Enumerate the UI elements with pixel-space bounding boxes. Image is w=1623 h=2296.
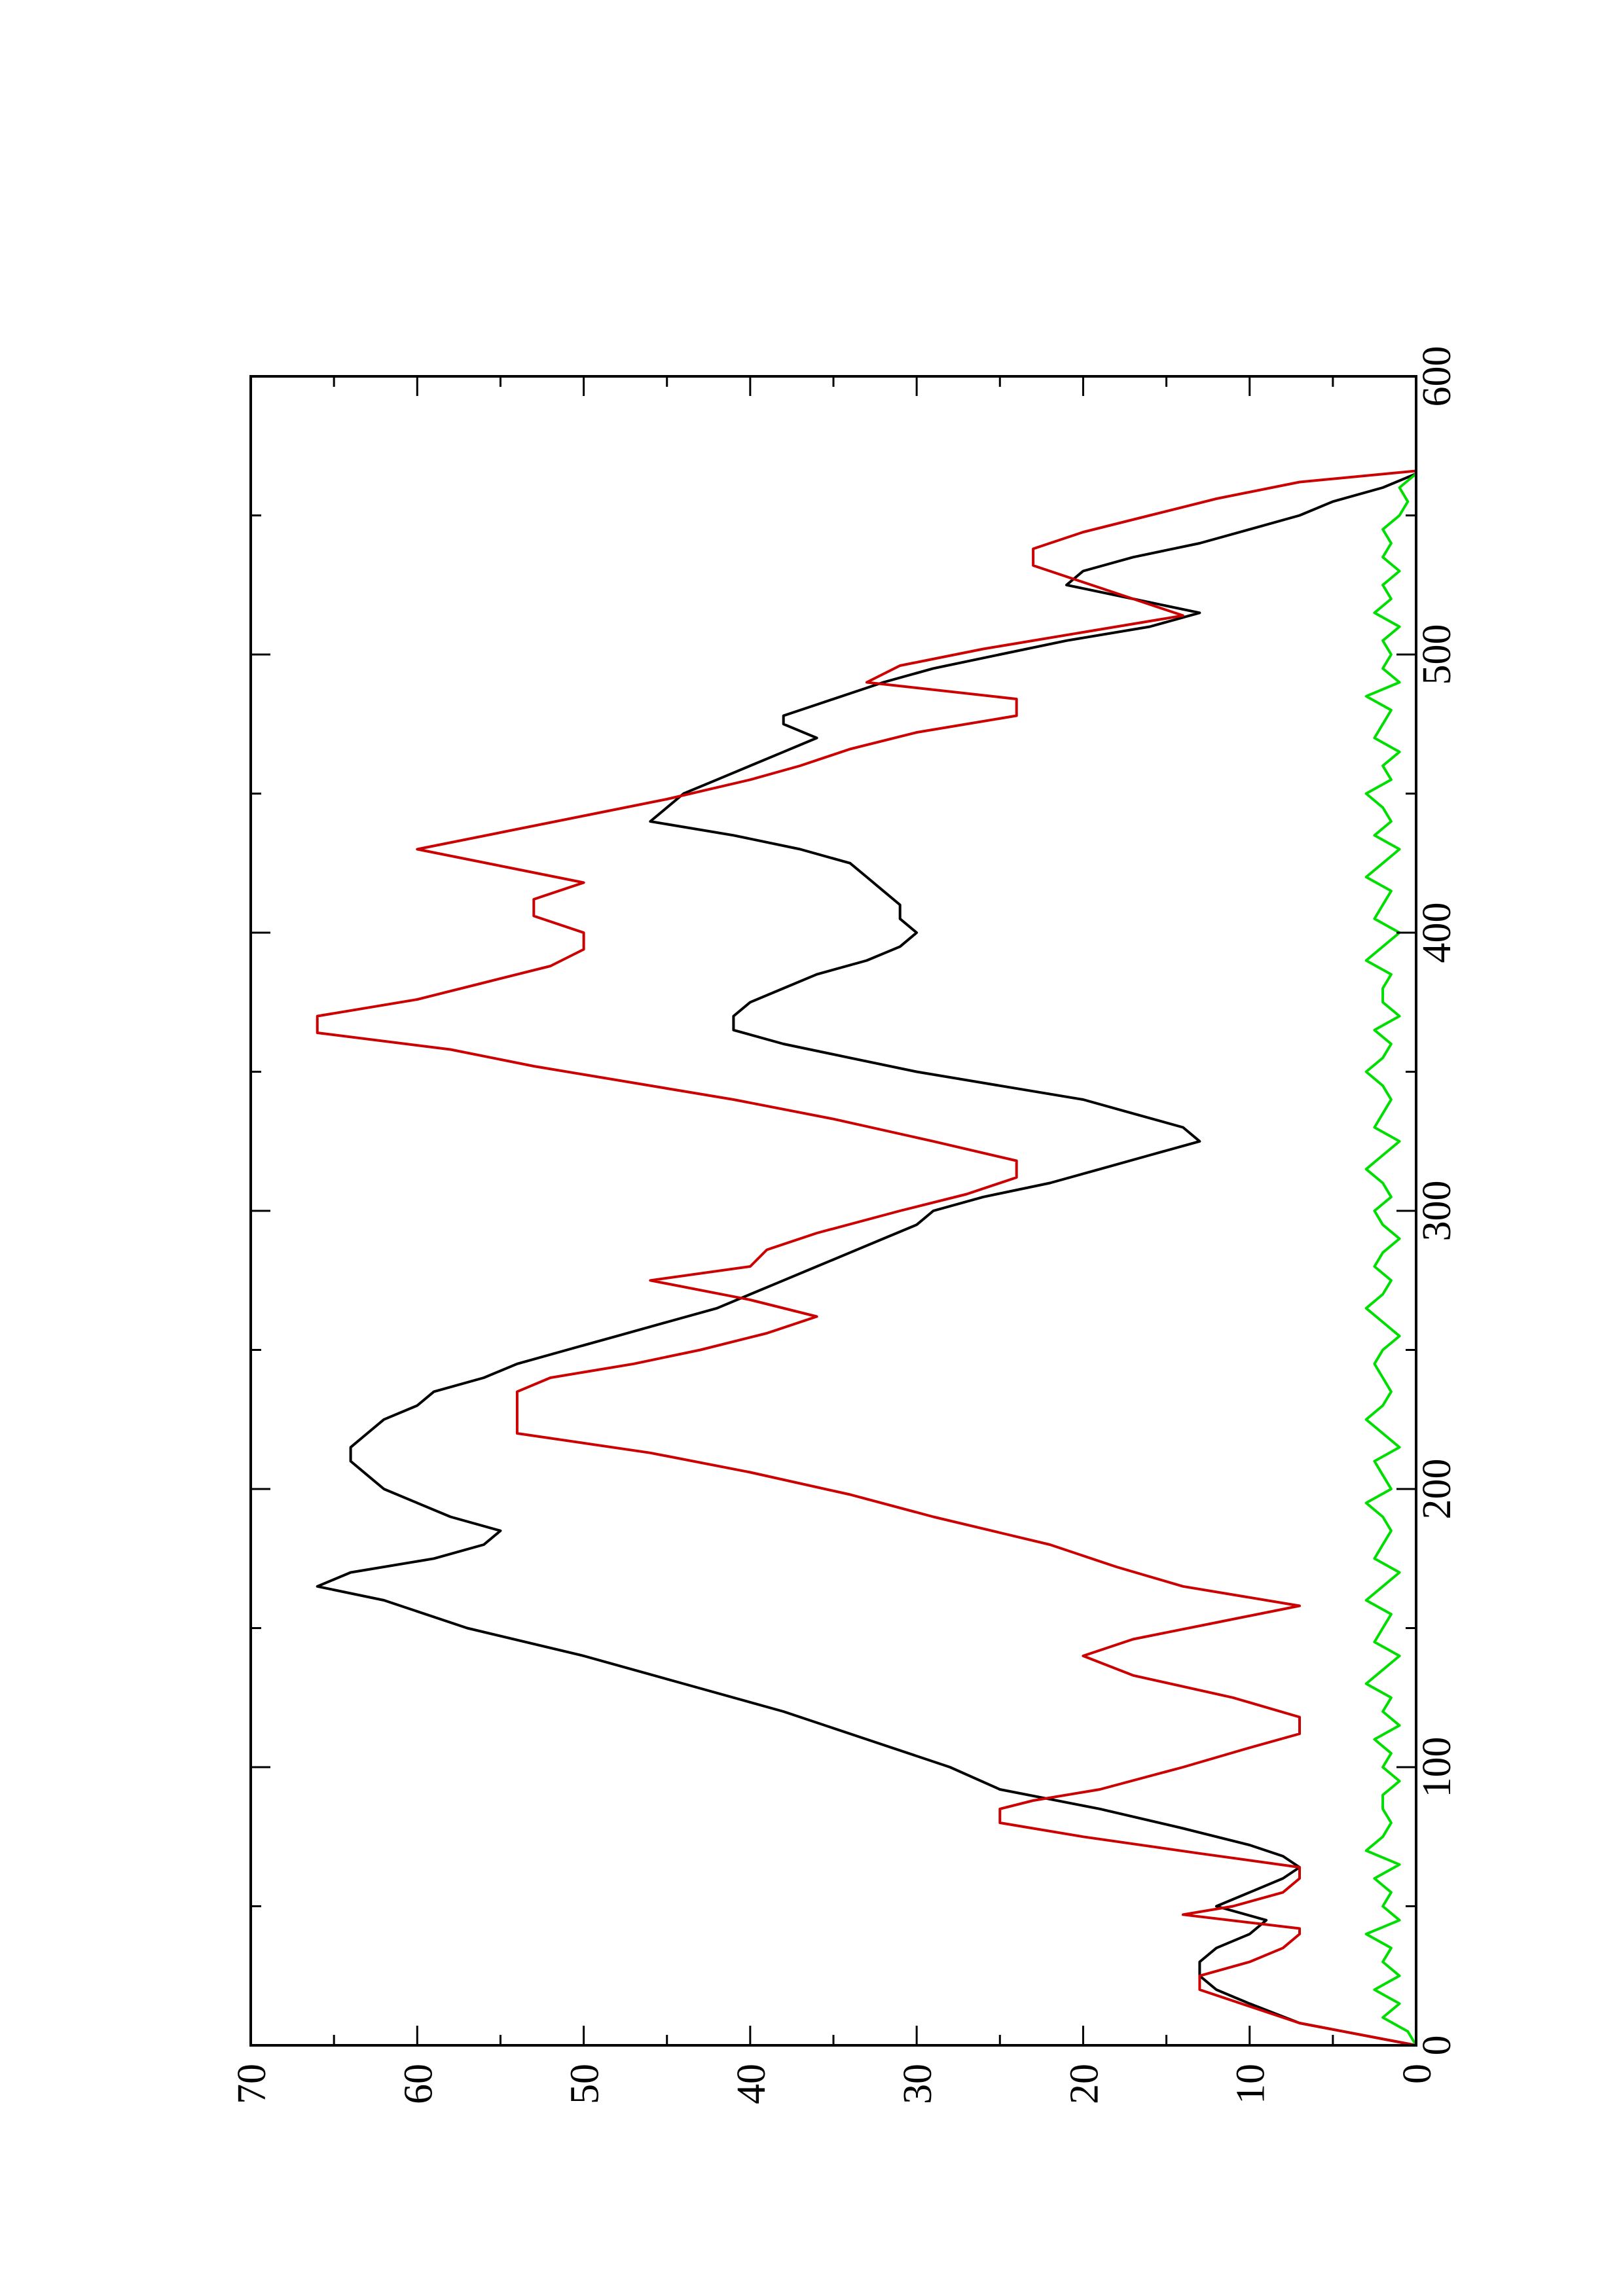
x-tick-label: 600 xyxy=(1415,346,1459,407)
x-tick-label: 200 xyxy=(1415,1459,1459,1520)
y-tick-label: 60 xyxy=(396,2064,441,2104)
series-line-2 xyxy=(316,469,1417,2047)
x-tick-label: 100 xyxy=(1415,1737,1459,1798)
series-line-1 xyxy=(316,472,1417,2047)
x-tick-label: 300 xyxy=(1415,1181,1459,1242)
x-tick-label: 400 xyxy=(1415,903,1459,963)
y-tick-label: 10 xyxy=(1229,2064,1273,2104)
y-tick-label: 30 xyxy=(896,2064,940,2104)
y-tick-label: 0 xyxy=(1395,2064,1440,2084)
x-tick-label: 0 xyxy=(1415,2036,1459,2056)
y-tick-label: 20 xyxy=(1062,2064,1106,2104)
plot-frame xyxy=(249,375,1417,2047)
series-layer xyxy=(316,469,1417,2047)
tick-layer xyxy=(249,375,1417,2047)
y-tick-label: 70 xyxy=(230,2064,274,2104)
series-line-3 xyxy=(1364,473,1417,2047)
x-tick-label: 500 xyxy=(1415,624,1459,685)
y-tick-label: 50 xyxy=(563,2064,608,2104)
y-tick-label: 40 xyxy=(729,2064,774,2104)
label-layer: 0 100 200 300 400 500 600 0 10 20 30 40 50 60 70 xyxy=(230,346,1459,2105)
